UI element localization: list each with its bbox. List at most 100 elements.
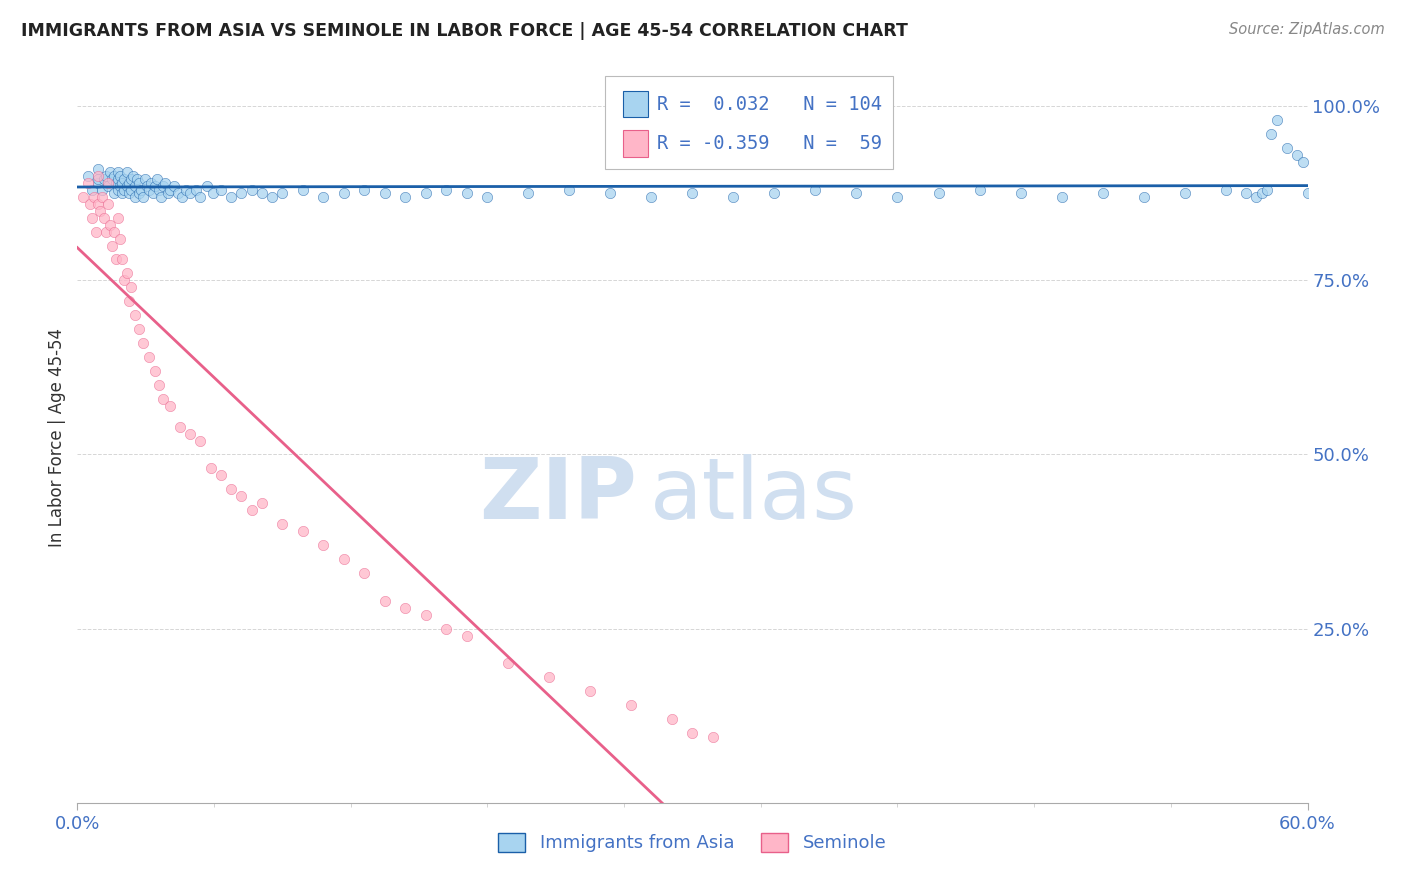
Point [415, 186, 437, 201]
Point [682, 726, 704, 740]
Point [1286, 148, 1309, 162]
Point [456, 629, 478, 643]
Point [1265, 113, 1288, 128]
Point [80, 183, 103, 197]
Point [129, 183, 152, 197]
Point [1260, 127, 1282, 141]
Point [1050, 190, 1073, 204]
Point [353, 566, 375, 580]
Point [271, 186, 294, 201]
Point [928, 186, 950, 201]
Point [845, 186, 868, 201]
Point [87, 172, 110, 186]
Text: atlas: atlas [650, 454, 858, 537]
Point [115, 266, 138, 280]
Point [599, 186, 621, 201]
Point [111, 252, 134, 267]
Point [231, 186, 253, 201]
Point [1275, 141, 1298, 155]
Point [97, 176, 120, 190]
Point [436, 183, 458, 197]
Point [333, 186, 356, 201]
Point [156, 186, 179, 201]
Point [1296, 186, 1319, 201]
Point [83, 190, 105, 204]
Point [120, 172, 142, 186]
Point [166, 186, 188, 201]
Point [804, 183, 827, 197]
Point [201, 186, 224, 201]
Point [271, 517, 294, 532]
Point [291, 524, 314, 538]
Point [702, 730, 724, 744]
Point [114, 172, 136, 186]
Point [231, 489, 253, 503]
Point [143, 179, 166, 194]
Point [159, 183, 181, 197]
Point [537, 670, 560, 684]
Point [886, 190, 908, 204]
Point [312, 538, 335, 552]
Point [98, 218, 121, 232]
Point [250, 186, 273, 201]
Point [114, 273, 136, 287]
Point [107, 165, 129, 179]
Point [682, 186, 704, 201]
Point [115, 165, 138, 179]
Point [125, 172, 148, 186]
Point [640, 190, 662, 204]
Point [120, 280, 142, 294]
Point [209, 468, 232, 483]
Point [76, 169, 98, 183]
Point [219, 483, 242, 497]
Point [169, 419, 191, 434]
Point [117, 186, 139, 201]
Point [579, 684, 602, 698]
Point [124, 179, 146, 194]
Point [93, 172, 115, 186]
Point [141, 176, 163, 190]
Point [105, 176, 128, 190]
Point [132, 336, 155, 351]
Point [103, 169, 125, 183]
Point [353, 183, 375, 197]
Point [114, 183, 136, 197]
Point [111, 176, 134, 190]
Point [150, 190, 173, 204]
Point [188, 190, 212, 204]
Point [134, 172, 156, 186]
Point [143, 364, 166, 378]
Point [436, 622, 458, 636]
Point [72, 190, 94, 204]
Point [1234, 186, 1257, 201]
Point [1010, 186, 1032, 201]
Point [110, 231, 132, 245]
Point [209, 183, 232, 197]
Text: R = -0.359   N =  59: R = -0.359 N = 59 [657, 135, 882, 153]
Point [174, 183, 197, 197]
Point [179, 426, 201, 441]
Point [1132, 190, 1154, 204]
Point [142, 186, 165, 201]
Point [250, 496, 273, 510]
Point [723, 190, 745, 204]
Point [170, 190, 193, 204]
Point [262, 190, 284, 204]
Point [1091, 186, 1114, 201]
Point [117, 294, 139, 309]
Point [84, 225, 107, 239]
Point [93, 211, 115, 225]
Point [98, 165, 121, 179]
Point [128, 186, 150, 201]
Point [333, 552, 356, 566]
Point [97, 196, 120, 211]
Point [152, 179, 174, 194]
Point [1256, 183, 1278, 197]
Point [186, 183, 208, 197]
Point [1174, 186, 1197, 201]
Point [107, 172, 129, 186]
Point [312, 190, 335, 204]
Point [146, 172, 169, 186]
Point [105, 252, 128, 267]
Point [117, 176, 139, 190]
